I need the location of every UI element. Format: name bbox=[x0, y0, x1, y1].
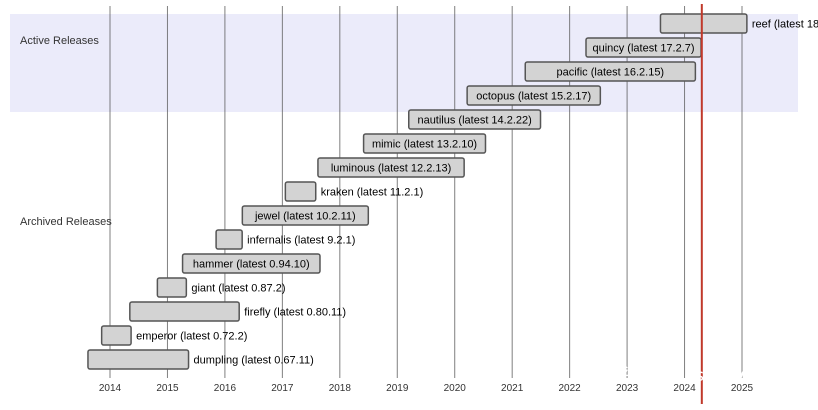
release-bar-group: hammer (latest 0.94.10) bbox=[181, 253, 321, 274]
x-tick-label: 2023 bbox=[616, 383, 639, 394]
release-bar bbox=[87, 349, 190, 370]
x-tick-label: 2017 bbox=[271, 383, 294, 394]
release-label: pacific (latest 16.2.15) bbox=[556, 67, 664, 79]
section-label: Active Releases bbox=[20, 35, 99, 47]
release-bar-group: reef (latest 18.2.2) bbox=[659, 13, 818, 34]
release-bar-group: mimic (latest 13.2.10) bbox=[362, 133, 487, 154]
x-tick-label: 2016 bbox=[214, 383, 237, 394]
release-label: dumpling (latest 0.67.11) bbox=[194, 355, 314, 367]
release-bar-group: firefly (latest 0.80.11) bbox=[129, 301, 346, 322]
release-label: jewel (latest 10.2.11) bbox=[254, 211, 356, 223]
release-bar bbox=[524, 61, 697, 82]
release-label: quincy (latest 17.2.7) bbox=[592, 43, 694, 55]
watermark-text: 知乎 @hongsongwu bbox=[596, 366, 761, 386]
section-labels: Active Releases Archived Releases bbox=[20, 35, 112, 228]
release-bar-group: infernalis (latest 9.2.1) bbox=[215, 229, 355, 250]
release-label: kraken (latest 11.2.1) bbox=[321, 187, 424, 199]
release-bar-group: emperor (latest 0.72.2) bbox=[100, 325, 247, 346]
release-bar-group: giant (latest 0.87.2) bbox=[156, 277, 286, 298]
release-label: hammer (latest 0.94.10) bbox=[193, 259, 310, 271]
release-label: infernalis (latest 9.2.1) bbox=[247, 235, 355, 247]
release-label: luminous (latest 12.2.13) bbox=[331, 163, 451, 175]
release-label: giant (latest 0.87.2) bbox=[191, 283, 285, 295]
release-bar-group: nautilus (latest 14.2.22) bbox=[408, 109, 542, 130]
release-bar bbox=[100, 325, 132, 346]
release-bar bbox=[466, 85, 602, 106]
x-tick-label: 2021 bbox=[501, 383, 524, 394]
x-tick-label: 2014 bbox=[99, 383, 122, 394]
release-bar-group: octopus (latest 15.2.17) bbox=[466, 85, 602, 106]
section-label: Archived Releases bbox=[20, 216, 112, 228]
release-bar bbox=[181, 253, 321, 274]
release-bar-group: quincy (latest 17.2.7) bbox=[585, 37, 702, 58]
release-label: emperor (latest 0.72.2) bbox=[136, 331, 247, 343]
release-bar-group: jewel (latest 10.2.11) bbox=[241, 205, 370, 226]
release-bar bbox=[317, 157, 465, 178]
release-bar bbox=[215, 229, 243, 250]
release-bar bbox=[156, 277, 188, 298]
release-bar bbox=[659, 13, 748, 34]
release-label: mimic (latest 13.2.10) bbox=[372, 139, 477, 151]
x-tick-label: 2020 bbox=[444, 383, 467, 394]
x-tick-label: 2015 bbox=[156, 383, 179, 394]
release-label: firefly (latest 0.80.11) bbox=[244, 307, 346, 319]
release-bar bbox=[284, 181, 317, 202]
x-tick-label: 2025 bbox=[731, 383, 754, 394]
x-tick-label: 2019 bbox=[386, 383, 409, 394]
release-label: reef (latest 18.2.2) bbox=[752, 19, 818, 31]
x-tick-label: 2024 bbox=[673, 383, 696, 394]
release-bar-group: luminous (latest 12.2.13) bbox=[317, 157, 465, 178]
bars: reef (latest 18.2.2) quincy (latest 17.2.… bbox=[87, 13, 818, 370]
release-bar bbox=[408, 109, 542, 130]
release-bar-group: pacific (latest 16.2.15) bbox=[524, 61, 697, 82]
x-tick-label: 2018 bbox=[329, 383, 352, 394]
release-bar-group: kraken (latest 11.2.1) bbox=[284, 181, 424, 202]
release-label: nautilus (latest 14.2.22) bbox=[417, 115, 531, 127]
release-bar bbox=[362, 133, 487, 154]
x-tick-label: 2022 bbox=[559, 383, 582, 394]
x-axis: 2014 2015 2016 2017 2018 2019 2020 2021 2022 2023… bbox=[99, 383, 754, 394]
release-label: octopus (latest 15.2.17) bbox=[476, 91, 591, 103]
release-bar-group: dumpling (latest 0.67.11) bbox=[87, 349, 314, 370]
release-bar bbox=[129, 301, 240, 322]
release-bar bbox=[241, 205, 370, 226]
